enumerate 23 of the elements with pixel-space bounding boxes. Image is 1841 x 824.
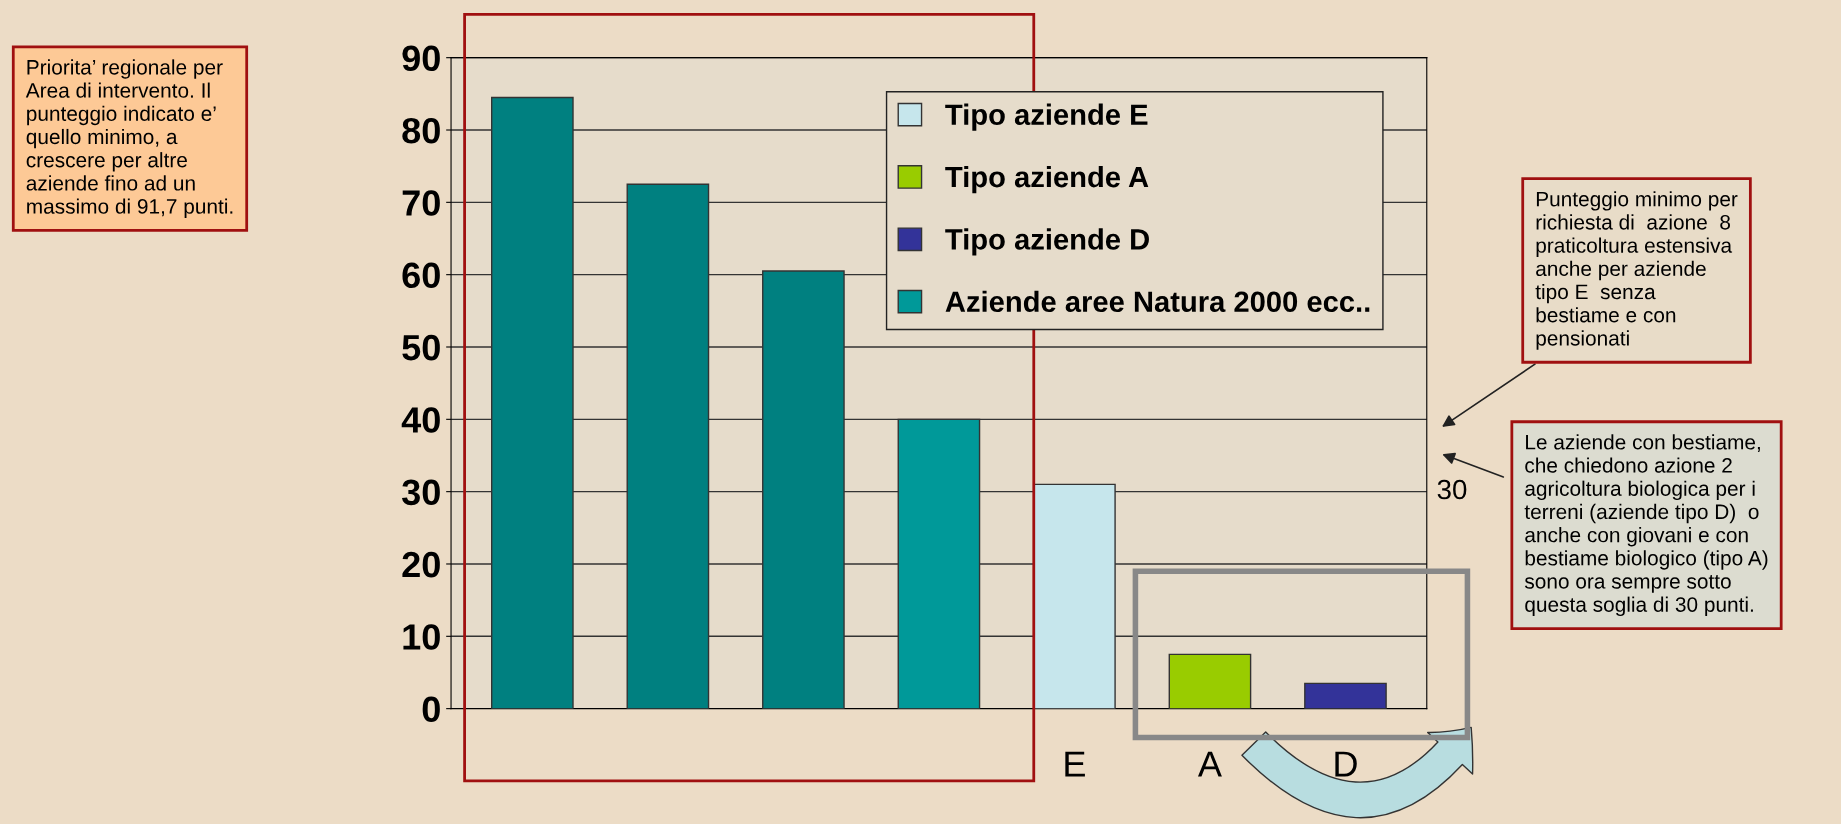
bar [1168,653,1252,709]
legend-label: Tipo aziende E [945,103,1148,131]
text: Le aziende con bestiame, che chiedono azione 2 agricoltura biologica per i terreni (aziende tipo D) o anche con giovani e con bestiame biologico (tipo A) sono ora sempre sotto questa soglia di 30 punti. [1524,434,1768,617]
y-tick-label: 10 [403,624,440,650]
bar [1304,682,1387,709]
y-tick-label: 70 [402,190,440,216]
y-tick-label: 60 [402,262,440,289]
y-tick-label: 50 [402,334,440,361]
y-tick-label: 80 [402,117,440,144]
x-tick-label: A [1197,751,1222,777]
x-tick-label: E [1065,751,1085,777]
text: Priorita’ regionale per Area di intervento. Il punteggio indicato e’ quello minimo, a crescere per altre aziende fino ad un massimo di 91,7 punti. [25,59,233,218]
legend-label: Tipo aziende D [945,228,1149,256]
legend-label: Tipo aziende A [945,165,1149,194]
legend-label: Aziende aree Natura 2000 ecc.. [945,290,1370,313]
y-tick-label: 20 [402,551,440,578]
y-tick-label: 0 [422,696,440,723]
x-tick-label: D [1335,751,1357,777]
y-tick-label: 30 [401,479,440,506]
text: 30 [1437,479,1467,500]
y-tick-label: 40 [401,407,440,433]
y-tick-label: 90 [402,45,440,72]
text: Punteggio minimo per richiesta di azione 8 praticoltura estensiva anche per aziende tipo E senza bestiame e con pensionati [1535,191,1738,350]
